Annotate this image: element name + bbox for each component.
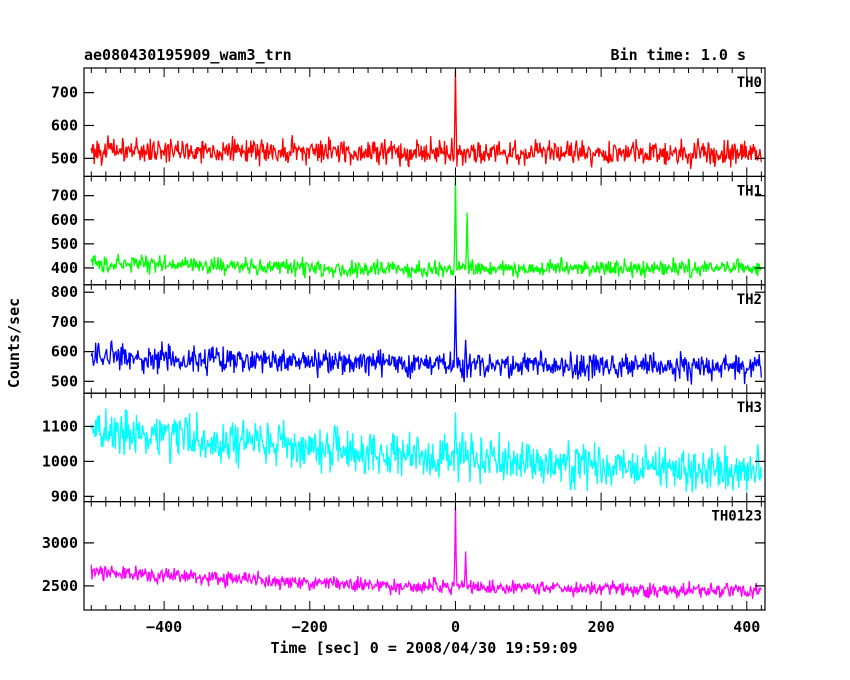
x-tick-label: −200 xyxy=(292,618,328,636)
series-line-th2 xyxy=(90,287,763,385)
y-axis-title: Counts/sec xyxy=(5,298,23,388)
panel-label-th2: TH2 xyxy=(737,292,762,308)
panel-frame-th2 xyxy=(83,284,766,394)
y-tick-label: 700 xyxy=(51,187,78,205)
panel-label-th0: TH0 xyxy=(737,75,762,91)
x-tick-label: 200 xyxy=(588,618,615,636)
panel-frame-th3 xyxy=(83,392,766,503)
y-tick-label: 1000 xyxy=(42,452,78,470)
y-tick-label: 700 xyxy=(51,84,78,102)
y-tick-label: 500 xyxy=(51,149,78,167)
y-tick-label: 600 xyxy=(51,211,78,229)
y-tick-label: 2500 xyxy=(42,577,78,595)
y-tick-label: 3000 xyxy=(42,534,78,552)
bin-time-label: Bin time: 1.0 s xyxy=(611,46,746,64)
x-tick-label: 0 xyxy=(451,618,460,636)
y-tick-label: 500 xyxy=(51,372,78,390)
y-tick-label: 900 xyxy=(51,487,78,505)
y-tick-label: 400 xyxy=(51,259,78,277)
x-tick-label: 400 xyxy=(733,618,760,636)
panel-frame-th0123 xyxy=(83,501,766,611)
panel-label-th1: TH1 xyxy=(737,183,762,199)
panels-group: 500 600 700 TH0 400 500 600 700 TH1 500 600 700 800 T… xyxy=(42,67,766,636)
y-tick-label: 600 xyxy=(51,343,78,361)
x-axis-title: Time [sec] 0 = 2008/04/30 19:59:09 xyxy=(270,639,577,657)
series-line-th3 xyxy=(90,408,763,493)
chart-title: ae080430195909_wam3_trn xyxy=(84,46,292,64)
x-tick-label: −400 xyxy=(146,618,182,636)
series-line-th0 xyxy=(90,69,763,169)
y-tick-label: 600 xyxy=(51,116,78,134)
y-tick-label: 700 xyxy=(51,313,78,331)
series-line-th0123 xyxy=(90,505,762,599)
y-tick-label: 500 xyxy=(51,235,78,253)
panel-label-th3: TH3 xyxy=(737,400,762,416)
series-line-th1 xyxy=(90,177,762,280)
y-tick-label: 1100 xyxy=(42,417,78,435)
y-tick-label: 800 xyxy=(51,283,78,301)
panel-label-th0123: TH0123 xyxy=(711,509,762,525)
